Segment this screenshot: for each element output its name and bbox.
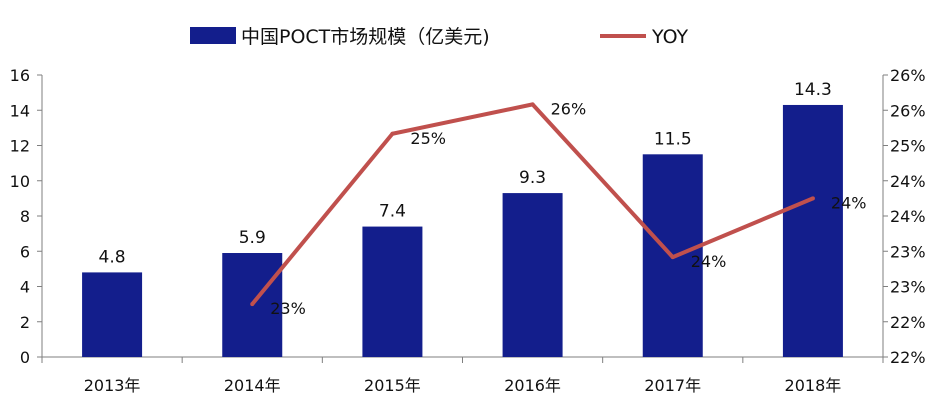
y-left-tick-label: 12 — [10, 137, 30, 156]
axes: 0 2 4 6 8 10 12 14 16 22% 22% 23% 23% 24% 24% 25% 26% 26%… — [10, 66, 926, 395]
y-left-tick-label: 6 — [20, 242, 30, 261]
bar — [82, 272, 143, 357]
y-left-tick-label: 10 — [10, 172, 30, 191]
x-tick-label: 2013年 — [84, 376, 141, 395]
y-right-tick-label: 26% — [890, 66, 926, 85]
x-tick-label: 2017年 — [644, 376, 701, 395]
y-right-tick-label: 25% — [890, 137, 926, 156]
yoy-value-label: 24% — [691, 252, 727, 271]
data-labels: 4.8 5.9 7.4 9.3 11.5 14.3 23% 25% 26% 24% 24% — [99, 80, 867, 318]
line-series — [250, 102, 815, 307]
bar-value-label: 7.4 — [379, 202, 406, 222]
y-right-tick-label: 22% — [890, 313, 926, 332]
x-tick-label: 2016年 — [504, 376, 561, 395]
yoy-point — [670, 255, 675, 260]
yoy-value-label: 26% — [551, 99, 587, 118]
y-left-tick-label: 0 — [20, 348, 30, 367]
yoy-point — [810, 196, 815, 201]
y-right-tick-label: 26% — [890, 101, 926, 120]
yoy-point — [250, 302, 255, 307]
yoy-value-label: 23% — [270, 299, 306, 318]
x-tick-label: 2015年 — [364, 376, 421, 395]
legend: 中国POCT市场规模（亿美元) YOY — [190, 26, 688, 48]
y-left-tick-label: 14 — [10, 101, 30, 120]
x-tick-label: 2014年 — [224, 376, 281, 395]
y-right-tick-label: 22% — [890, 348, 926, 367]
bar — [362, 226, 423, 357]
bar — [502, 193, 563, 357]
yoy-point — [530, 102, 535, 107]
legend-label-bar: 中国POCT市场规模（亿美元) — [241, 26, 490, 48]
bar — [782, 104, 843, 358]
bar-series — [82, 104, 843, 358]
y-right-tick-label: 24% — [890, 172, 926, 191]
y-left-tick-label: 16 — [10, 66, 30, 85]
yoy-value-label: 24% — [831, 193, 867, 212]
yoy-point — [390, 131, 395, 136]
bar-value-label: 4.8 — [99, 247, 126, 267]
legend-swatch-bar — [190, 27, 236, 44]
bar-value-label: 14.3 — [794, 80, 832, 100]
y-right-tick-label: 24% — [890, 207, 926, 226]
x-tick-label: 2018年 — [785, 376, 842, 395]
y-left-tick-label: 8 — [20, 207, 30, 226]
y-right-tick-label: 23% — [890, 242, 926, 261]
y-left-tick-label: 4 — [20, 278, 30, 297]
y-left-tick-label: 2 — [20, 313, 30, 332]
y-right-tick-label: 23% — [890, 278, 926, 297]
bar-value-label: 5.9 — [239, 228, 266, 248]
bar-value-label: 11.5 — [654, 129, 692, 149]
yoy-value-label: 25% — [410, 129, 446, 148]
legend-label-line: YOY — [651, 26, 688, 48]
bar-value-label: 9.3 — [519, 168, 546, 188]
